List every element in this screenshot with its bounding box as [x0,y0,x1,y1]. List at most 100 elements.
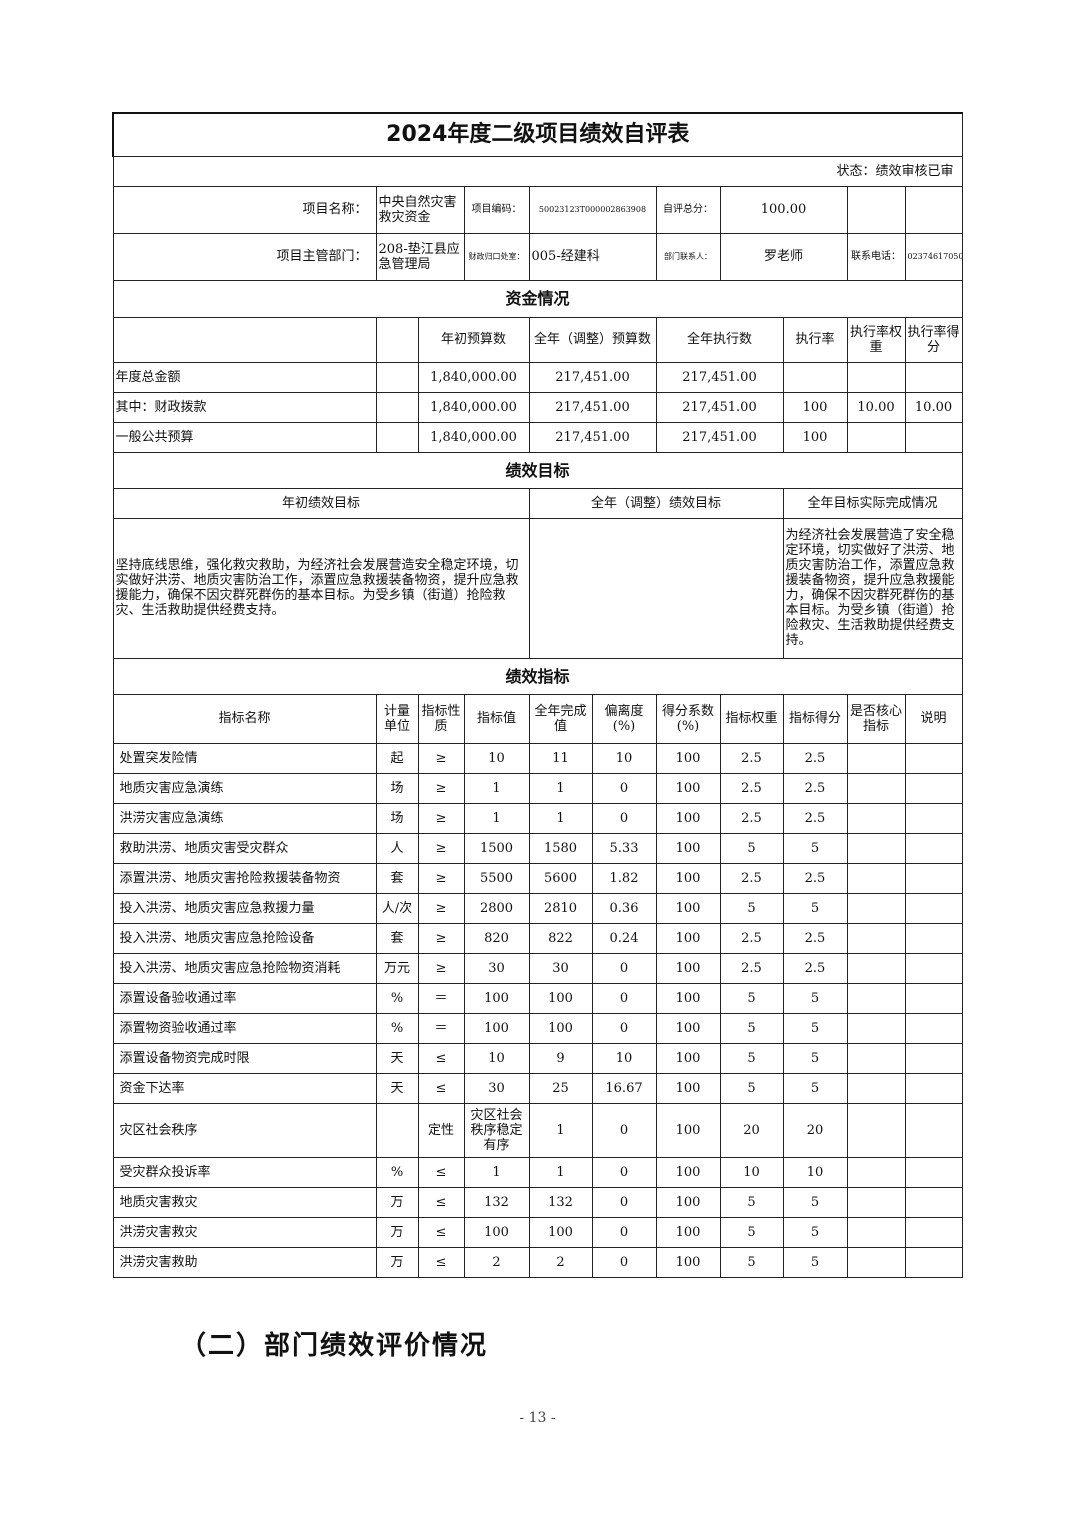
unit: 套 [375,922,419,954]
unit: % [375,1012,419,1044]
score: 20 [782,1102,848,1158]
table-row: 投入洪涝、地质灾害应急救援力量 人/次 ≥2800 2810 0.36 100 5 5 [112,892,963,924]
indicator-header: 偏离度(%) [591,693,657,744]
target-value: 10 [463,742,530,774]
weight: 2.5 [719,742,784,774]
adjusted-goal [528,517,784,659]
table-row: 坚持底线思维，强化救灾救助，为经济社会发展营造安全稳定环境，切实做好洪涝、地质灾… [112,517,963,659]
table-row: 投入洪涝、地质灾害应急抢险物资消耗 万元 ≥30 30 0 100 2.5 2.5 [112,952,963,984]
unit: 万 [375,1246,419,1278]
weight: 20 [719,1102,784,1158]
nature: ≤ [417,1216,465,1248]
unit: 起 [375,742,419,774]
score-coefficient: 100 [655,772,721,804]
goals-header: 全年目标实际完成情况 [782,487,963,519]
office-label: 财政归口处室： [463,232,530,281]
actual-value: 100 [528,1216,593,1248]
table-row: 绩效指标 [112,657,963,695]
nature: 定性 [417,1102,465,1158]
target-value: 132 [463,1186,530,1218]
actual-value: 9 [528,1042,593,1074]
indicator-header: 得分系数(%) [655,693,721,744]
target-value: 1 [463,802,530,834]
actual-value: 1 [528,772,593,804]
table-row: 添置物资验收通过率% ＝ 100 100 0 100 5 5 [112,1012,963,1044]
indicator-name: 地质灾害应急演练 [112,772,377,804]
empty-cell [375,391,419,423]
weight: 2.5 [719,802,784,834]
is-core [846,1156,906,1188]
remark [904,1186,963,1218]
remark [904,742,963,774]
score: 5 [782,982,848,1014]
score: 2.5 [782,862,848,894]
weight: 5 [719,1072,784,1104]
nature: ＝ [417,982,465,1014]
weight: 2.5 [719,922,784,954]
score: 2.5 [782,922,848,954]
is-core [846,772,906,804]
weight: 5 [719,1186,784,1218]
rate-weight [846,361,906,393]
phone: 02374617050 [904,232,963,281]
weight: 5 [719,1216,784,1248]
indicator-name: 处置突发险情 [112,742,377,774]
table-row: 救助洪涝、地质灾害受灾群众人 ≥1500 1580 5.33 100 5 5 [112,832,963,864]
target-value: 100 [463,1216,530,1248]
is-core [846,892,906,924]
contact: 罗老师 [719,232,848,281]
is-core [846,802,906,834]
goals-section-title: 绩效目标 [112,451,963,489]
nature: ≤ [417,1246,465,1278]
indicator-header: 指标名称 [112,693,377,744]
funds-section-title: 资金情况 [112,279,963,318]
rate-score: 10.00 [904,391,963,423]
remark [904,1012,963,1044]
indicator-header: 说明 [904,693,963,744]
indicator-name: 投入洪涝、地质灾害应急救援力量 [112,892,377,924]
deviation: 0 [591,952,657,984]
target-value: 10 [463,1042,530,1074]
executed-amount: 217,451.00 [655,421,784,453]
empty-cell [904,185,963,234]
is-core [846,742,906,774]
project-code: 50023123T000002863908 [528,185,657,234]
initial-budget: 1,840,000.00 [417,421,530,453]
nature: ≤ [417,1072,465,1104]
table-row: 添置设备物资完成时限天 ≤10 9 10 100 5 5 [112,1042,963,1074]
project-code-label: 项目编码： [463,185,530,234]
deviation: 0 [591,1186,657,1218]
weight: 5 [719,982,784,1014]
indicator-name: 洪涝灾害救助 [112,1246,377,1278]
remark [904,772,963,804]
is-core [846,1216,906,1248]
score: 5 [782,1246,848,1278]
nature: ≥ [417,832,465,864]
nature: ≥ [417,772,465,804]
score-coefficient: 100 [655,1216,721,1248]
score-coefficient: 100 [655,952,721,984]
indicator-header: 指标权重 [719,693,784,744]
actual-value: 2810 [528,892,593,924]
indicator-header: 指标值 [463,693,530,744]
score-coefficient: 100 [655,742,721,774]
funds-header: 年初预算数 [417,316,530,363]
funds-row-label: 其中：财政拨款 [112,391,377,423]
unit: 天 [375,1072,419,1104]
goals-header: 全年（调整）绩效目标 [528,487,784,519]
deviation: 0.36 [591,892,657,924]
table-row: 指标名称 计量单位 指标性质 指标值 全年完成值 偏离度(%) 得分系数(%) 指标权重 指标得… [112,693,963,744]
table-row: 洪涝灾害救助万 ≤2 2 0 100 5 5 [112,1246,963,1278]
table-row: 地质灾害应急演练场 ≥1 1 0 100 2.5 2.5 [112,772,963,804]
remark [904,1042,963,1074]
actual-value: 100 [528,1012,593,1044]
unit: 套 [375,862,419,894]
is-core [846,1186,906,1218]
phone-label: 联系电话： [846,232,906,281]
weight: 5 [719,832,784,864]
indicator-name: 资金下达率 [112,1072,377,1104]
unit: 万 [375,1216,419,1248]
unit: 人 [375,832,419,864]
table-row: 受灾群众投诉率% ≤1 1 0 100 10 10 [112,1156,963,1188]
nature: ≥ [417,892,465,924]
